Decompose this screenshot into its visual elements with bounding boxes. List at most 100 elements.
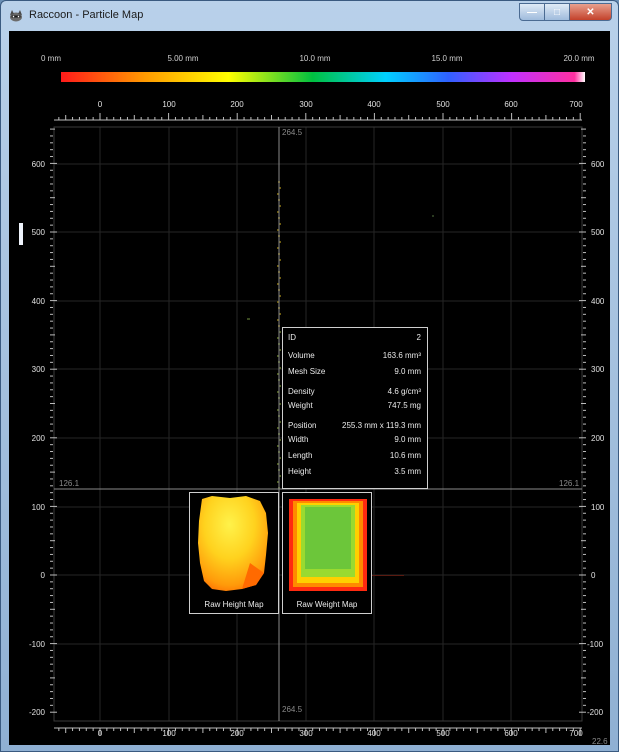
crosshair-x-readout-top: 264.5 — [282, 128, 303, 137]
y-axis-ticks — [50, 128, 586, 713]
crosshair-y-readout-right: 126.1 — [559, 479, 580, 488]
raccoon-app-icon — [10, 10, 22, 22]
close-button[interactable]: ✕ — [570, 3, 612, 21]
info-row-density: Density 4.6 g/cm³ — [288, 386, 421, 398]
trail-dot — [279, 385, 281, 387]
y-tick-label-right-minus100: -100 — [587, 640, 604, 649]
y-tick-label-right-200: 200 — [591, 434, 605, 443]
info-row-mesh-size: Mesh Size 9.0 mm — [288, 366, 421, 378]
y-tick-label-right-500: 500 — [591, 228, 605, 237]
info-row-volume: Volume 163.6 mm³ — [288, 350, 421, 362]
info-value: 10.6 mm — [389, 451, 421, 460]
y-tick-label-left-minus100: -100 — [29, 640, 46, 649]
trail-dot — [277, 193, 279, 195]
trail-dot — [279, 313, 281, 315]
y-tick-label-right-100: 100 — [591, 503, 605, 512]
info-value: 255.3 mm x 119.3 mm — [342, 421, 421, 430]
trail-dot — [279, 439, 281, 441]
raw-weight-map-image — [289, 499, 367, 591]
raw-weight-map-label: Raw Weight Map — [296, 600, 358, 609]
trail-dot — [279, 349, 281, 351]
info-label: ID — [288, 333, 296, 342]
info-label: Density — [288, 387, 315, 396]
x-tick-label-top-300: 300 — [299, 100, 313, 109]
info-row-height: Height 3.5 mm — [288, 466, 421, 478]
trail-dot — [277, 481, 279, 483]
trail-dot — [279, 295, 281, 297]
particle-map-canvas[interactable]: 0 mm 5.00 mm 10.0 mm 15.0 mm 20.0 mm — [9, 31, 610, 745]
x-tick-label-top-400: 400 — [367, 100, 381, 109]
trail-dot — [277, 211, 279, 213]
info-label: Position — [288, 421, 317, 430]
x-axis-ticks — [54, 113, 582, 735]
trail-dot — [279, 277, 281, 279]
trail-dot — [277, 265, 279, 267]
x-tick-label-bottom-0: 0 — [98, 729, 103, 738]
info-label: Length — [288, 451, 313, 460]
trail-dot — [277, 283, 279, 285]
info-label: Volume — [288, 351, 315, 360]
x-tick-label-bottom-100: 100 — [162, 729, 176, 738]
x-tick-label-top-700: 700 — [569, 100, 583, 109]
raw-weight-map-panel: Raw Weight Map — [282, 492, 372, 614]
trail-dot — [277, 355, 279, 357]
info-value: 163.6 mm³ — [382, 351, 421, 360]
y-tick-label-left-minus200: -200 — [29, 708, 46, 717]
x-tick-label-bottom-200: 200 — [230, 729, 244, 738]
color-scale-bar — [61, 72, 585, 82]
y-tick-label-left-500: 500 — [32, 228, 46, 237]
trail-dot — [279, 475, 281, 477]
info-row-position: Position 255.3 mm x 119.3 mm — [288, 420, 421, 432]
plot-frame — [53, 126, 583, 722]
info-value: 4.6 g/cm³ — [387, 387, 421, 396]
trail-dot — [277, 391, 279, 393]
trail-dot — [277, 445, 279, 447]
trail-dot — [277, 409, 279, 411]
info-row-length: Length 10.6 mm — [288, 450, 421, 462]
colorbar-label-0: 0 mm — [41, 54, 61, 63]
window-controls: — □ ✕ — [519, 3, 612, 21]
scroll-indicator[interactable] — [19, 223, 23, 245]
maximize-button[interactable]: □ — [545, 3, 570, 21]
x-tick-label-top-100: 100 — [162, 100, 176, 109]
raw-height-map-label: Raw Height Map — [204, 600, 264, 609]
x-tick-label-top-500: 500 — [436, 100, 450, 109]
trail-dot — [277, 229, 279, 231]
y-tick-label-left-0: 0 — [41, 571, 46, 580]
title-bar[interactable]: Raccoon - Particle Map — □ ✕ — [1, 1, 618, 31]
y-tick-label-left-100: 100 — [32, 503, 46, 512]
colorbar-label-20: 20.0 mm — [563, 54, 594, 63]
info-label: Width — [288, 435, 309, 444]
x-tick-label-bottom-400: 400 — [367, 729, 381, 738]
crosshair-x-readout-bottom: 264.5 — [282, 705, 303, 714]
info-label: Mesh Size — [288, 367, 326, 376]
x-tick-label-top-200: 200 — [230, 100, 244, 109]
y-tick-label-right-400: 400 — [591, 297, 605, 306]
info-value: 9.0 mm — [394, 367, 421, 376]
trail-dot — [277, 301, 279, 303]
trail-dot — [279, 331, 281, 333]
y-tick-label-right-300: 300 — [591, 365, 605, 374]
particle-speck — [247, 318, 250, 320]
x-tick-label-bottom-600: 600 — [504, 729, 518, 738]
x-tick-label-bottom-700: 700 — [569, 729, 583, 738]
trail-dot — [279, 421, 281, 423]
trail-dot — [279, 457, 281, 459]
y-tick-label-left-200: 200 — [32, 434, 46, 443]
trail-dot — [277, 247, 279, 249]
info-value: 2 — [416, 333, 421, 342]
minimize-button[interactable]: — — [519, 3, 545, 21]
trail-dot — [279, 259, 281, 261]
x-tick-label-bottom-300: 300 — [299, 729, 313, 738]
window-title: Raccoon - Particle Map — [29, 9, 144, 21]
info-row-width: Width 9.0 mm — [288, 434, 421, 446]
info-label: Weight — [288, 401, 313, 410]
info-label: Height — [288, 467, 312, 476]
trail-dot — [277, 373, 279, 375]
x-tick-label-top-600: 600 — [504, 100, 518, 109]
trail-dot — [277, 319, 279, 321]
particle-speck — [432, 215, 434, 217]
colorbar-label-15: 15.0 mm — [431, 54, 462, 63]
colorbar-label-10: 10.0 mm — [299, 54, 330, 63]
